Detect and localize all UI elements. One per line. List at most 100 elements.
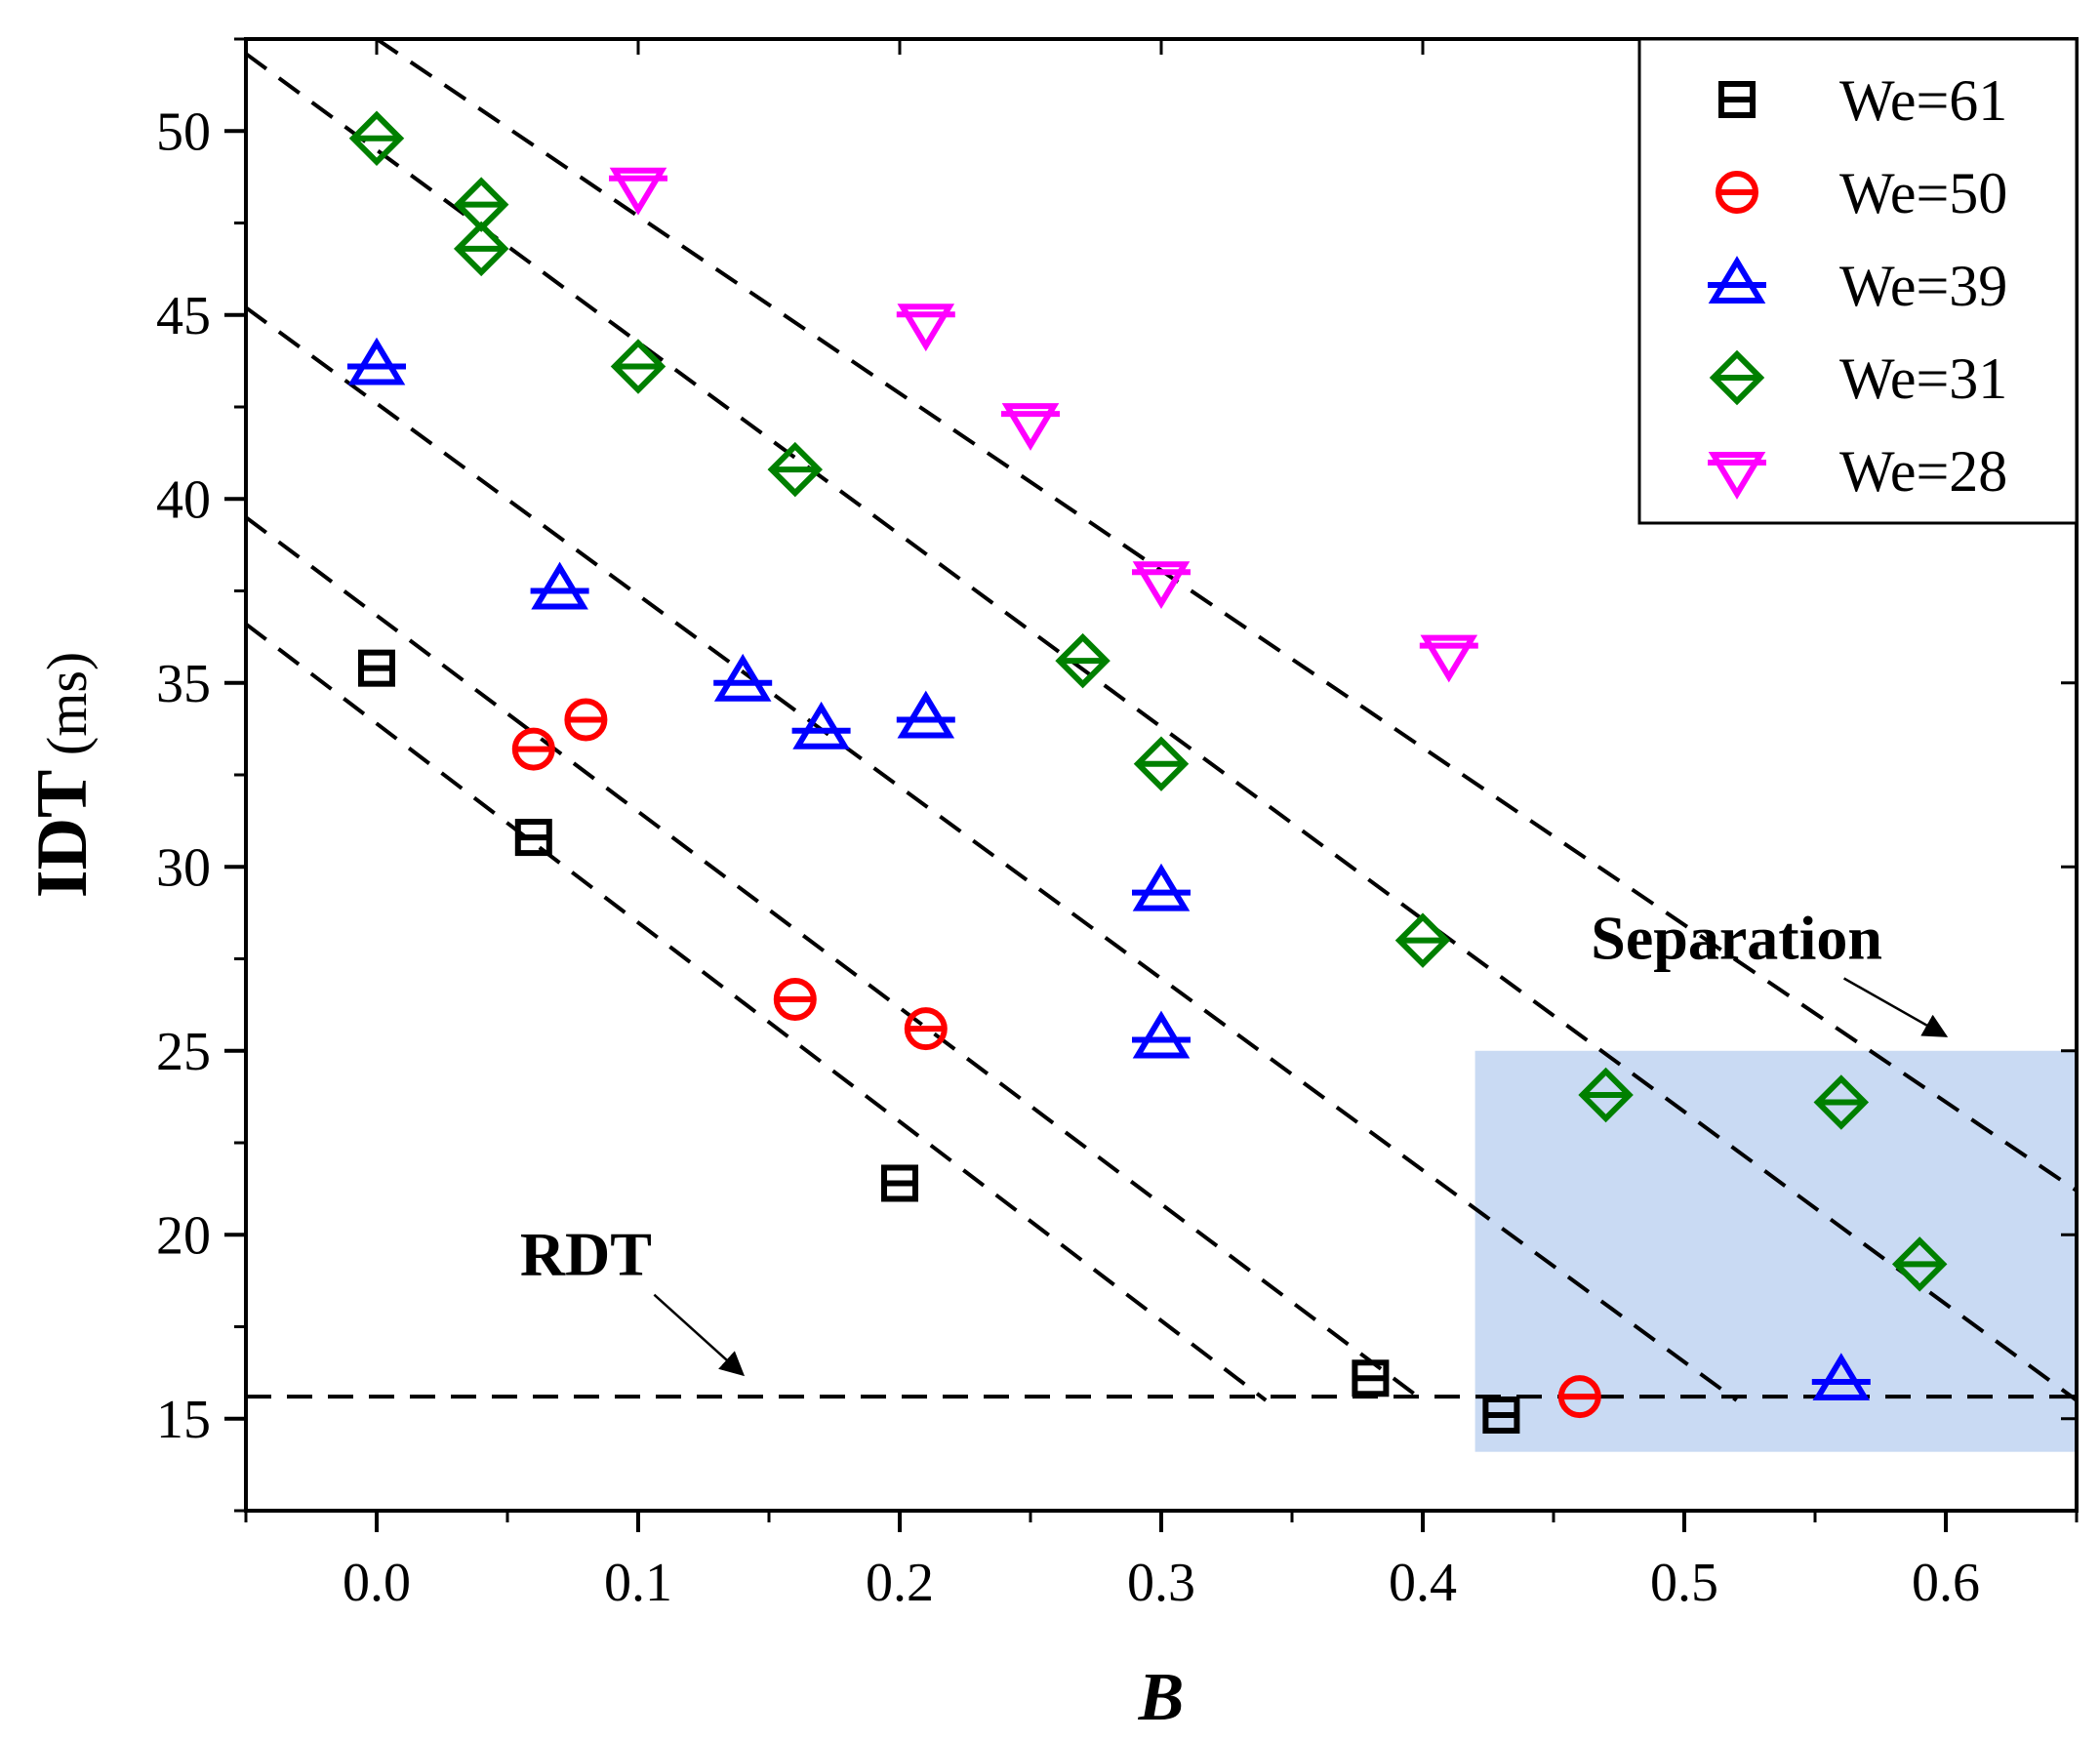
- point-We=39-2-shape: [531, 561, 588, 610]
- y-tick-label: 20: [156, 1205, 211, 1266]
- point-We=31-5-shape: [767, 441, 824, 498]
- point-We=31-9-shape: [1578, 1067, 1634, 1123]
- data-points-layer: [347, 110, 1948, 1434]
- point-We=28-5-shape: [1420, 634, 1478, 683]
- point-We=31-11: [1891, 1236, 1948, 1292]
- legend-marker-We=39: [1708, 256, 1766, 304]
- y-tick-label: 50: [156, 101, 211, 162]
- point-We=39-6: [1132, 863, 1191, 911]
- point-We=28-2-shape: [897, 304, 955, 352]
- x-axis-title: B: [1138, 1660, 1185, 1735]
- y-axis-title: IDT (ms): [22, 652, 102, 898]
- point-We=31-3-shape: [453, 221, 509, 277]
- trend-line-4: [244, 52, 2079, 1402]
- legend-label-We=31: We=31: [1839, 346, 2007, 411]
- point-We=61-3: [881, 1164, 918, 1202]
- annotation-separation-arrow: [1842, 977, 1949, 1037]
- point-We=39-3-shape: [713, 653, 772, 702]
- legend-marker-We=31-shape: [1709, 349, 1765, 406]
- annotation-separation-label: Separation: [1591, 904, 1882, 973]
- series-We=28: [609, 167, 1478, 683]
- legend-box: [1637, 37, 2079, 525]
- point-We=39-2: [530, 561, 589, 610]
- trend-line-5: [375, 37, 2079, 1193]
- point-We=50-4: [904, 1007, 948, 1051]
- series-We=31: [348, 110, 1948, 1292]
- x-tick-label: 0.6: [1912, 1553, 1980, 1613]
- trend-line-2: [244, 515, 1425, 1402]
- series-We=39: [347, 337, 1871, 1401]
- legend-marker-We=39-shape: [1708, 256, 1766, 304]
- point-We=50-1: [511, 727, 555, 771]
- point-We=31-2: [453, 177, 509, 232]
- legend-marker-We=61: [1718, 81, 1756, 118]
- x-tick-label: 0.5: [1650, 1553, 1718, 1613]
- y-tick-label: 30: [156, 837, 211, 898]
- point-We=61-5: [1482, 1396, 1520, 1434]
- point-We=28-2: [896, 304, 955, 352]
- point-We=31-7: [1133, 736, 1190, 791]
- point-We=31-4: [610, 339, 666, 394]
- legend: We=61 We=50 We=39 We=31 We=28: [1637, 37, 2079, 525]
- point-We=31-11-shape: [1891, 1236, 1948, 1292]
- legend-marker-We=50: [1716, 171, 1758, 214]
- y-tick-label: 40: [156, 469, 211, 530]
- legend-marker-We=28-shape: [1708, 452, 1766, 500]
- point-We=61-1: [358, 649, 395, 687]
- annotation-rdt-label: RDT: [520, 1220, 652, 1289]
- highlight-region: [1474, 1050, 2077, 1452]
- point-We=39-8-shape: [1812, 1353, 1871, 1401]
- point-We=28-3: [1001, 403, 1060, 451]
- point-We=39-1: [347, 337, 406, 385]
- point-We=39-7-shape: [1132, 1010, 1191, 1059]
- point-We=31-8-shape: [1394, 912, 1451, 968]
- point-We=61-2: [514, 819, 552, 857]
- trend-line-1: [244, 622, 1268, 1402]
- point-We=31-10: [1813, 1074, 1870, 1130]
- point-We=50-2: [564, 698, 608, 742]
- x-tick-label: 0.4: [1389, 1553, 1457, 1613]
- point-We=50-5: [1557, 1375, 1601, 1419]
- legend-marker-We=31: [1709, 349, 1765, 406]
- point-We=39-7: [1132, 1010, 1191, 1059]
- x-tick-label: 0.0: [343, 1553, 411, 1613]
- point-We=39-5-shape: [897, 690, 955, 739]
- point-We=31-1-shape: [348, 110, 405, 167]
- point-We=31-6-shape: [1055, 632, 1111, 689]
- point-We=39-1-shape: [347, 337, 406, 385]
- legend-label-We=61: We=61: [1839, 68, 2007, 133]
- x-tick-label: 0.1: [604, 1553, 672, 1613]
- point-We=39-3: [713, 653, 773, 702]
- legend-label-We=50: We=50: [1839, 161, 2007, 225]
- point-We=28-5: [1419, 634, 1478, 683]
- series-We=50: [511, 698, 1601, 1419]
- point-We=31-8: [1394, 912, 1451, 968]
- series-We=61: [358, 649, 1520, 1434]
- point-We=31-5: [767, 441, 824, 498]
- highlight-region-layer: [1474, 1050, 2077, 1452]
- point-We=28-1: [609, 167, 667, 216]
- point-We=28-3-shape: [1001, 403, 1060, 451]
- point-We=39-4-shape: [792, 701, 850, 749]
- point-We=28-4-shape: [1132, 561, 1191, 610]
- point-We=39-6-shape: [1132, 863, 1191, 911]
- point-We=39-8: [1811, 1353, 1871, 1401]
- trend-line-3: [244, 305, 1738, 1402]
- y-axis-title-unit: (ms): [35, 652, 99, 770]
- axes-layer: 0.0 0.1 0.2 0.3 0.4 0.5 0.6 15 20 25 30 35 40 45 50 B ID…: [22, 37, 2079, 1735]
- y-tick-label: 15: [156, 1390, 211, 1450]
- y-tick-label: 35: [156, 654, 211, 714]
- point-We=31-10-shape: [1813, 1074, 1870, 1130]
- y-axis-title-main: IDT: [22, 770, 102, 899]
- point-We=31-6: [1055, 632, 1111, 689]
- point-We=31-3: [453, 221, 509, 277]
- trend-lines-layer: [244, 37, 2079, 1402]
- x-tick-label: 0.2: [866, 1553, 934, 1613]
- point-We=28-4: [1132, 561, 1191, 610]
- x-tick-label: 0.3: [1127, 1553, 1195, 1613]
- point-We=28-1-shape: [609, 167, 667, 216]
- legend-marker-We=28: [1708, 452, 1766, 500]
- point-We=31-7-shape: [1133, 736, 1190, 791]
- legend-label-We=39: We=39: [1839, 254, 2007, 318]
